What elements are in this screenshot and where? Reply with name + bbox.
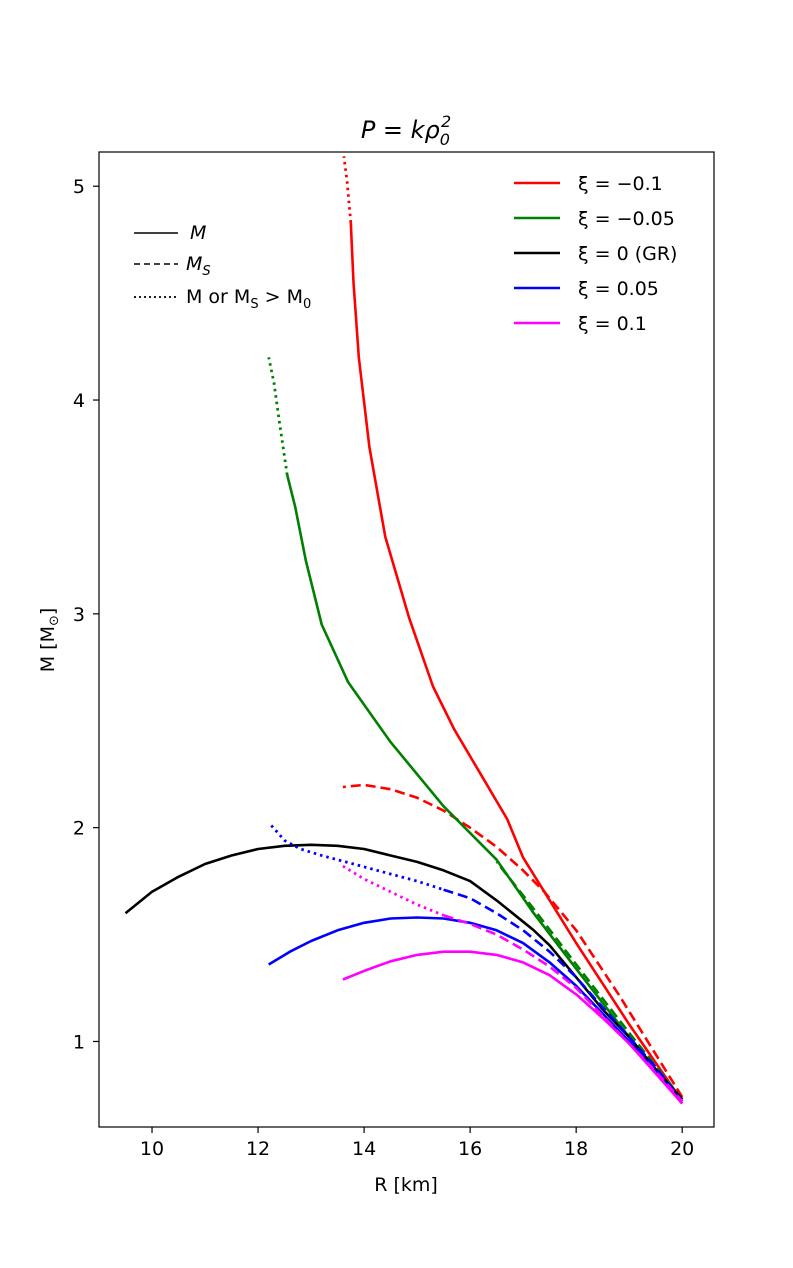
series-line-m-solid — [349, 222, 684, 1103]
series-line-m-solid — [124, 843, 684, 1101]
y-axis-label-symbol: ⊙ — [47, 615, 62, 626]
series-line-ms-dashed — [443, 888, 684, 1103]
chart-title: P = kρ02 — [361, 112, 451, 149]
legend-label: ξ = −0.05 — [578, 208, 675, 230]
legend-label: ξ = −0.1 — [578, 173, 663, 195]
x-tick-label: 16 — [458, 1138, 482, 1160]
x-tick-label: 20 — [670, 1138, 694, 1160]
series-line-dotted — [267, 357, 289, 476]
style-legend-dotted-label: M or MS > M0 — [186, 286, 311, 312]
legend-label: ξ = 0.05 — [578, 278, 659, 300]
y-tick-label: 4 — [73, 390, 85, 412]
y-axis-label: M [M⊙] — [37, 608, 62, 673]
style-legend-solid-label: M — [190, 222, 206, 244]
series-line-dotted — [342, 156, 353, 223]
x-tick-label: 18 — [564, 1138, 588, 1160]
legend-label: ξ = 0.1 — [578, 313, 647, 335]
series-layer — [124, 156, 684, 1105]
x-tick-label: 10 — [140, 1138, 164, 1160]
series-line-ms-dashed — [342, 783, 684, 1098]
y-axis-label-text: M [M — [37, 626, 59, 672]
x-tick-label: 12 — [246, 1138, 270, 1160]
x-tick-label: 14 — [352, 1138, 376, 1160]
series-line-ms-dashed — [443, 914, 684, 1103]
title-subscript: 0 — [440, 130, 450, 149]
title-superscript: 2 — [441, 112, 451, 131]
x-axis-label: R [km] — [374, 1174, 438, 1196]
series-line-ms-dashed — [495, 861, 684, 1101]
series-line-dotted — [270, 824, 445, 892]
series-legend: ξ = −0.1 ξ = −0.05 ξ = 0 (GR) ξ = 0.05 ξ = 0… — [514, 173, 677, 335]
y-tick-label: 1 — [73, 1031, 85, 1053]
style-legend-dashed-label: MS — [186, 253, 211, 279]
y-tick-label: 5 — [73, 176, 85, 198]
legend-label: ξ = 0 (GR) — [578, 243, 677, 265]
axes-frame — [98, 151, 715, 1128]
style-legend: M MS M or MS > M0 — [134, 222, 311, 312]
series-line-m-solid — [285, 474, 684, 1103]
series-line-dotted — [342, 864, 445, 917]
y-tick-label: 2 — [73, 818, 85, 840]
x-axis-ticks: 10 12 14 16 18 20 — [140, 1127, 694, 1160]
series-line-m-solid — [268, 916, 684, 1105]
title-main: P = kρ — [361, 116, 440, 144]
series-line-m-solid — [342, 950, 684, 1105]
y-axis-label-close: ] — [37, 608, 59, 615]
y-axis-ticks: 1 2 3 4 5 — [73, 176, 99, 1053]
y-tick-label: 3 — [73, 604, 85, 626]
